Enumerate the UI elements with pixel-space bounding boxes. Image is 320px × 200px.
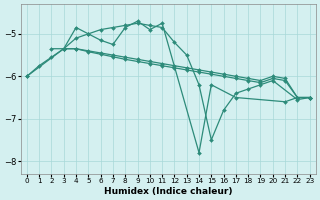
X-axis label: Humidex (Indice chaleur): Humidex (Indice chaleur)	[104, 187, 233, 196]
